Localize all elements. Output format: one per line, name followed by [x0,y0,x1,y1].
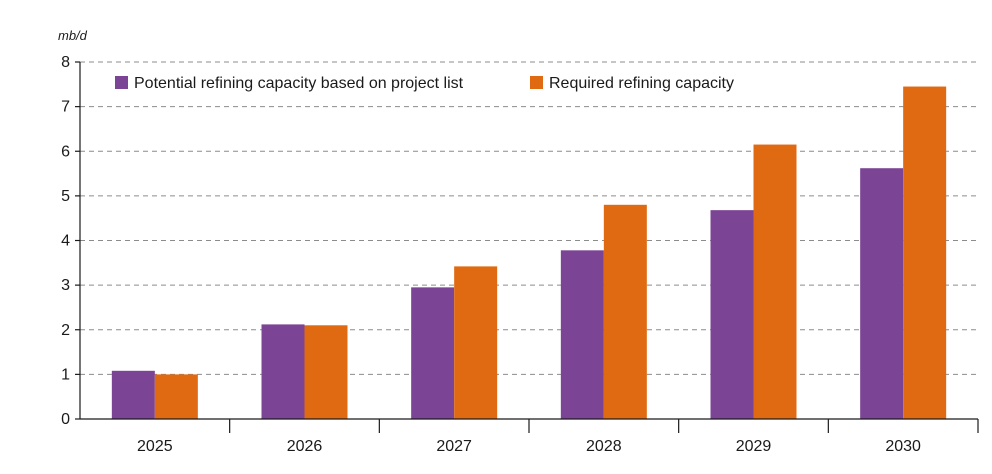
legend-swatch-potential [115,76,128,89]
axes [79,62,978,420]
x-tick-label-2028: 2028 [586,438,622,455]
bar-potential-2028 [560,250,604,419]
bar-potential-2030 [860,168,904,419]
y-tick-label-2: 2 [61,322,70,339]
x-tick-label-2027: 2027 [436,438,472,455]
y-tick-label-8: 8 [61,54,70,71]
x-tick-label-2030: 2030 [885,438,921,455]
unit-label: mb/d [58,28,88,43]
y-tick-label-6: 6 [61,143,70,160]
y-tick-label-0: 0 [61,411,70,428]
bar-potential-2029 [710,210,754,419]
bar-required-2027 [454,266,498,419]
bar-required-2025 [154,374,198,419]
y-tick-label-4: 4 [61,233,70,250]
legend: Potential refining capacity based on pro… [115,75,734,92]
bars [111,86,947,419]
bar-potential-2025 [111,370,155,419]
y-tick-label-7: 7 [61,99,70,116]
legend-label-potential: Potential refining capacity based on pro… [134,75,464,92]
y-tick-label-3: 3 [61,277,70,294]
bar-potential-2026 [261,324,305,419]
gridlines [80,61,978,375]
x-tick-label-2029: 2029 [736,438,772,455]
x-tick-label-2026: 2026 [287,438,323,455]
bar-required-2030 [903,86,947,419]
bar-required-2028 [603,204,647,419]
x-tick-label-2025: 2025 [137,438,173,455]
y-tick-label-1: 1 [61,366,70,383]
x-tick-labels: 2025 2026 2027 2028 2029 2030 [137,419,979,455]
bar-required-2026 [304,325,348,419]
bar-required-2029 [753,144,797,419]
y-tick-labels: 0 1 2 3 4 5 6 7 8 [61,54,80,428]
y-tick-label-5: 5 [61,188,70,205]
bar-potential-2027 [411,287,455,419]
legend-label-required: Required refining capacity [549,75,734,92]
legend-swatch-required [530,76,543,89]
